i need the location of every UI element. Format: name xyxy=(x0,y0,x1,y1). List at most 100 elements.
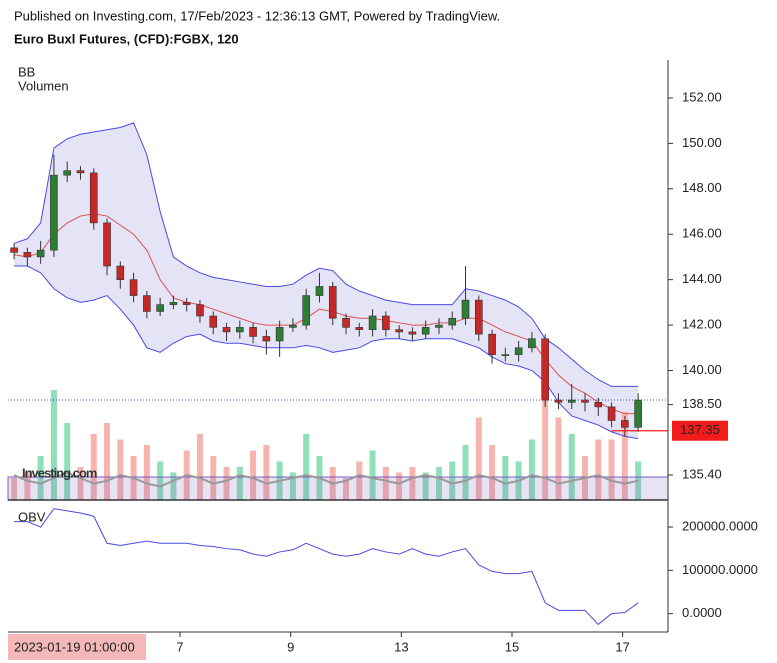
candle-body xyxy=(209,315,218,328)
candle-body xyxy=(169,302,178,305)
candle-body xyxy=(129,279,138,296)
volume-bar xyxy=(223,467,230,500)
candle-body xyxy=(302,295,310,326)
volume-bar xyxy=(143,445,150,500)
y-tick-label: 146.00 xyxy=(682,226,722,241)
bb-lower xyxy=(14,265,639,440)
bb-fill xyxy=(14,122,639,439)
x-tick-label: 17 xyxy=(615,639,629,654)
candle-body xyxy=(528,338,536,349)
candle-body xyxy=(328,286,337,319)
volume-bar xyxy=(635,461,642,500)
x-tick-label: 9 xyxy=(287,639,294,654)
candle-body xyxy=(196,304,204,317)
candle-body xyxy=(421,327,430,335)
candle-body xyxy=(182,302,191,305)
indicator-label: Volumen xyxy=(18,78,69,93)
x-tick-label: 13 xyxy=(394,639,408,654)
volume-bar xyxy=(396,472,403,500)
volume-bar xyxy=(369,450,376,500)
y-tick-label: 135.40 xyxy=(682,466,722,481)
volume-bar xyxy=(37,456,44,500)
candle-body xyxy=(355,327,364,330)
candle-body xyxy=(368,315,377,330)
candle-body xyxy=(23,252,32,258)
watermark: Investing.com xyxy=(22,465,97,480)
volume-bar xyxy=(236,467,243,500)
candle-body xyxy=(541,338,549,401)
volume-bar xyxy=(263,445,270,500)
candle-body xyxy=(289,324,297,328)
obv-line xyxy=(14,508,639,626)
candle-body xyxy=(382,315,390,330)
volume-bar xyxy=(595,439,602,500)
volume-bar xyxy=(502,456,509,500)
volume-bar xyxy=(77,467,84,500)
candle-body xyxy=(448,317,457,326)
volume-bar xyxy=(117,439,124,500)
pane-title: OBV xyxy=(18,509,46,524)
candle-body xyxy=(315,286,324,296)
candle-body xyxy=(435,324,443,328)
published-note: Published on Investing.com, 17/Feb/2023 … xyxy=(14,8,500,23)
oscillator-line xyxy=(13,471,639,488)
y-tick-label: 148.00 xyxy=(682,180,722,195)
volume-bar xyxy=(621,412,628,500)
candle-body xyxy=(36,249,45,258)
candle-body xyxy=(89,172,98,224)
volume-bar xyxy=(11,478,18,500)
volume-bar xyxy=(449,461,456,500)
x-tick-label: 15 xyxy=(505,639,519,654)
candle-body xyxy=(236,327,244,333)
candle-body xyxy=(461,299,470,319)
volume-bar xyxy=(50,390,57,500)
volume-bar xyxy=(489,445,496,500)
volume-bar xyxy=(64,423,71,500)
candle-body xyxy=(222,327,231,333)
candle-body xyxy=(567,399,576,403)
y-tick-label: 150.00 xyxy=(682,135,722,150)
volume-bar xyxy=(210,456,217,500)
bb-upper xyxy=(13,122,639,387)
candle-body xyxy=(143,295,151,312)
volume-bar xyxy=(196,434,203,500)
volume-bar xyxy=(289,472,296,500)
volume-bar xyxy=(157,461,164,500)
y-tick-label: 142.00 xyxy=(682,317,722,332)
y-tick-label: 152.00 xyxy=(682,89,722,104)
crosshair-label: 2023-01-19 01:00:00 xyxy=(14,639,135,654)
volume-bar xyxy=(568,434,575,500)
candle-body xyxy=(488,333,496,355)
candle-body xyxy=(607,406,616,421)
volume-bar xyxy=(555,417,562,500)
candle-body xyxy=(116,265,125,280)
candle-body xyxy=(621,420,629,428)
last-price-box xyxy=(672,420,728,441)
volume-bar xyxy=(462,445,469,500)
volume-bar xyxy=(422,472,429,500)
candle-body xyxy=(63,170,71,176)
candle-body xyxy=(474,299,483,335)
volume-bar xyxy=(250,450,257,500)
crosshair-box xyxy=(8,634,146,660)
candle-body xyxy=(156,304,164,312)
candle-body xyxy=(501,354,510,356)
volume-bar xyxy=(528,439,535,500)
chart-title: Euro Buxl Futures, (CFD):FGBX, 120 xyxy=(14,31,239,46)
y-tick-label: 144.00 xyxy=(682,271,722,286)
volume-bar xyxy=(303,434,310,500)
candle-body xyxy=(594,402,603,408)
y-tick-label: 138.50 xyxy=(682,396,722,411)
candle-body xyxy=(50,174,58,251)
volume-bar xyxy=(170,472,177,500)
candle-body xyxy=(634,399,642,428)
volume-bar xyxy=(382,467,389,500)
x-tick-label: 7 xyxy=(176,639,183,654)
volume-bar xyxy=(356,461,363,500)
candle-body xyxy=(249,327,257,337)
volume-bar xyxy=(435,467,442,500)
candle-body xyxy=(581,399,589,403)
candle-body xyxy=(342,317,350,328)
candle-body xyxy=(554,399,563,403)
